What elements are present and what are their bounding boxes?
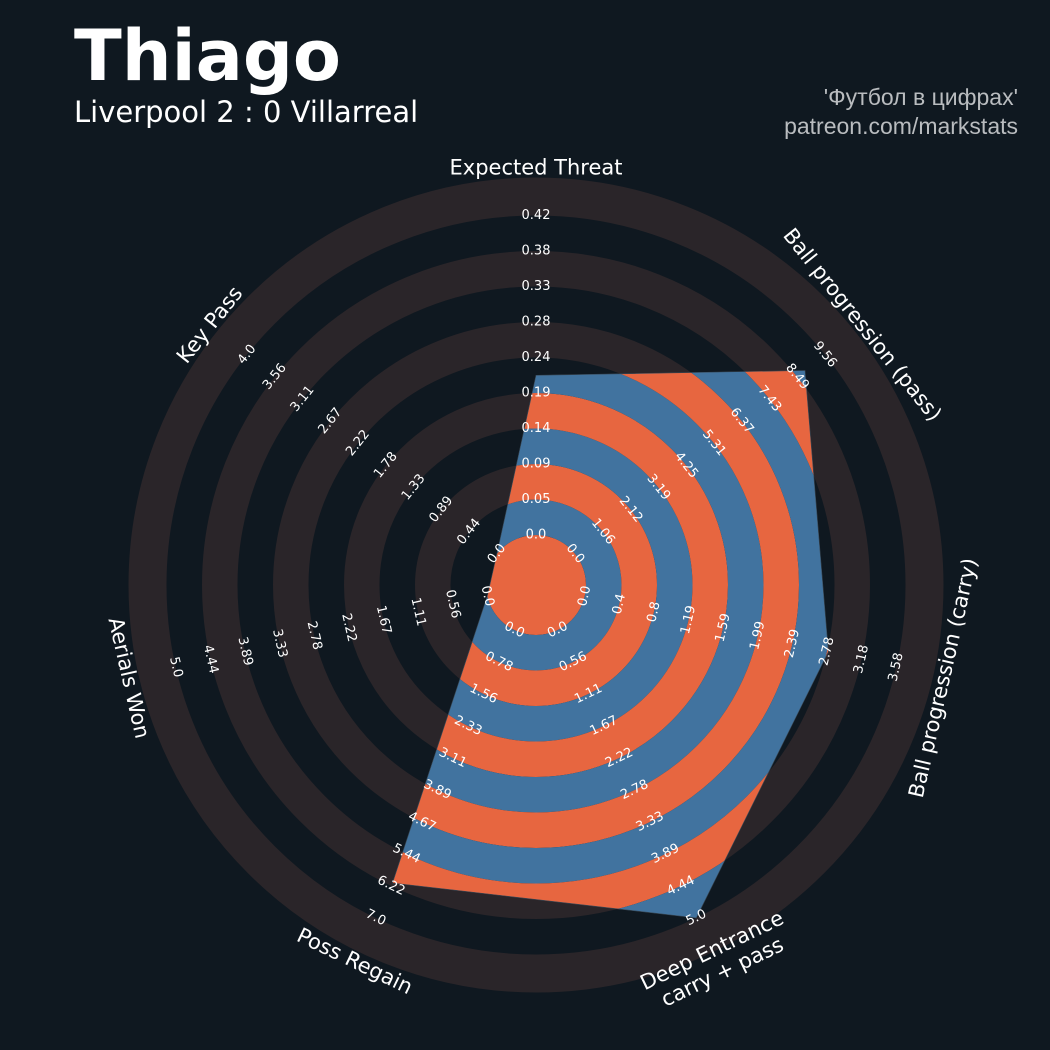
tick-label: 4.44 xyxy=(200,643,221,675)
tick-label: 5.0 xyxy=(166,655,185,679)
tick-label: 2.39 xyxy=(782,628,803,660)
radar-polygon-outline xyxy=(392,370,829,919)
match-subtitle: Liverpool 2 : 0 Villarreal xyxy=(74,95,419,129)
tick-label: 0.14 xyxy=(522,421,551,436)
tick-label: 3.33 xyxy=(269,628,290,660)
player-name-title: Thiago xyxy=(74,15,342,97)
tick-label: 3.89 xyxy=(234,636,255,668)
polygon-band xyxy=(392,370,799,848)
tick-label: 0.42 xyxy=(522,208,551,223)
polygon-band xyxy=(392,393,728,777)
tick-label: 3.58 xyxy=(886,651,907,683)
tick-label: 0.0 xyxy=(478,584,497,608)
tick-label: 0.38 xyxy=(522,244,551,259)
tick-label: 2.22 xyxy=(338,612,359,644)
tick-label: 0.56 xyxy=(442,588,463,620)
tick-label: 2.78 xyxy=(816,636,837,668)
tick-label: 0.0 xyxy=(526,528,547,543)
tick-label: 0.0 xyxy=(575,584,594,608)
tick-label: 1.67 xyxy=(373,604,394,636)
ring-band xyxy=(128,177,944,993)
parameter-label: Expected Threat xyxy=(450,156,623,180)
tick-label: 1.99 xyxy=(747,620,768,652)
credit-line-1: 'Футбол в цифрах' xyxy=(823,84,1018,110)
tick-label: 1.11 xyxy=(407,596,428,628)
tick-label: 2.78 xyxy=(304,620,325,652)
tick-label: 0.33 xyxy=(522,279,551,294)
credit-line-2: patreon.com/markstats xyxy=(784,113,1018,139)
tick-label: 0.05 xyxy=(522,492,551,507)
tick-label: 0.19 xyxy=(522,386,551,401)
tick-label: 0.8 xyxy=(644,600,663,624)
tick-label: 0.24 xyxy=(522,350,551,365)
tick-label: 0.4 xyxy=(610,592,629,616)
polygon-band xyxy=(392,370,829,884)
polygon-core xyxy=(486,535,586,635)
tick-label: 3.18 xyxy=(851,643,872,675)
tick-label: 0.28 xyxy=(522,315,551,330)
tick-label: 0.09 xyxy=(522,457,551,472)
tick-label: 1.59 xyxy=(713,612,734,644)
tick-label: 1.19 xyxy=(678,604,699,636)
ring-band xyxy=(202,251,870,919)
